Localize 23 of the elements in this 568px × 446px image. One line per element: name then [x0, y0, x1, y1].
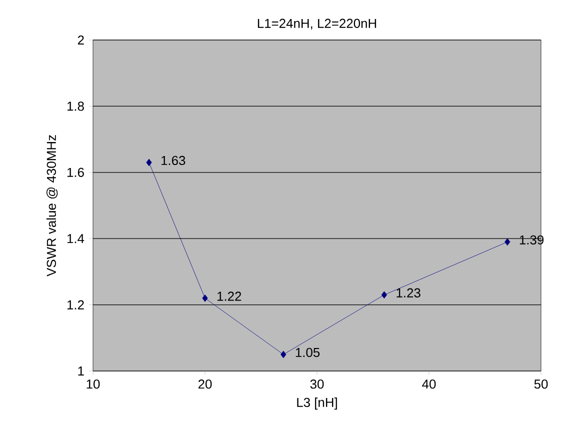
- y-tick-label: 1.8: [67, 102, 84, 111]
- y-tick-label: 1.2: [67, 300, 84, 310]
- x-tick-label: 50: [534, 380, 548, 389]
- x-tick-label: 40: [422, 380, 436, 389]
- point: [280, 350, 286, 358]
- y-tick-label: 1.6: [67, 168, 84, 177]
- x-tick-label: 30: [310, 380, 324, 389]
- point: [381, 291, 388, 299]
- y-axis-title: VSWR value @ 430MHz: [46, 135, 58, 276]
- point: [202, 294, 208, 302]
- x-tick-label: 10: [86, 380, 100, 389]
- point: [146, 158, 152, 166]
- data-label: 1.22: [218, 292, 242, 301]
- point: [504, 238, 510, 246]
- data-label: 1.63: [162, 156, 186, 166]
- chart-title: L1=24nH, L2=220nH: [258, 18, 376, 30]
- data-label: 1.23: [396, 288, 420, 298]
- y-tick-label: 2: [78, 35, 84, 45]
- y-tick-label: 1: [78, 366, 84, 376]
- x-tick-label: 20: [198, 380, 212, 389]
- data-label: 1.05: [296, 348, 320, 358]
- y-tick-label: 1.4: [67, 234, 84, 244]
- x-axis-title: L3 [nH]: [297, 398, 337, 410]
